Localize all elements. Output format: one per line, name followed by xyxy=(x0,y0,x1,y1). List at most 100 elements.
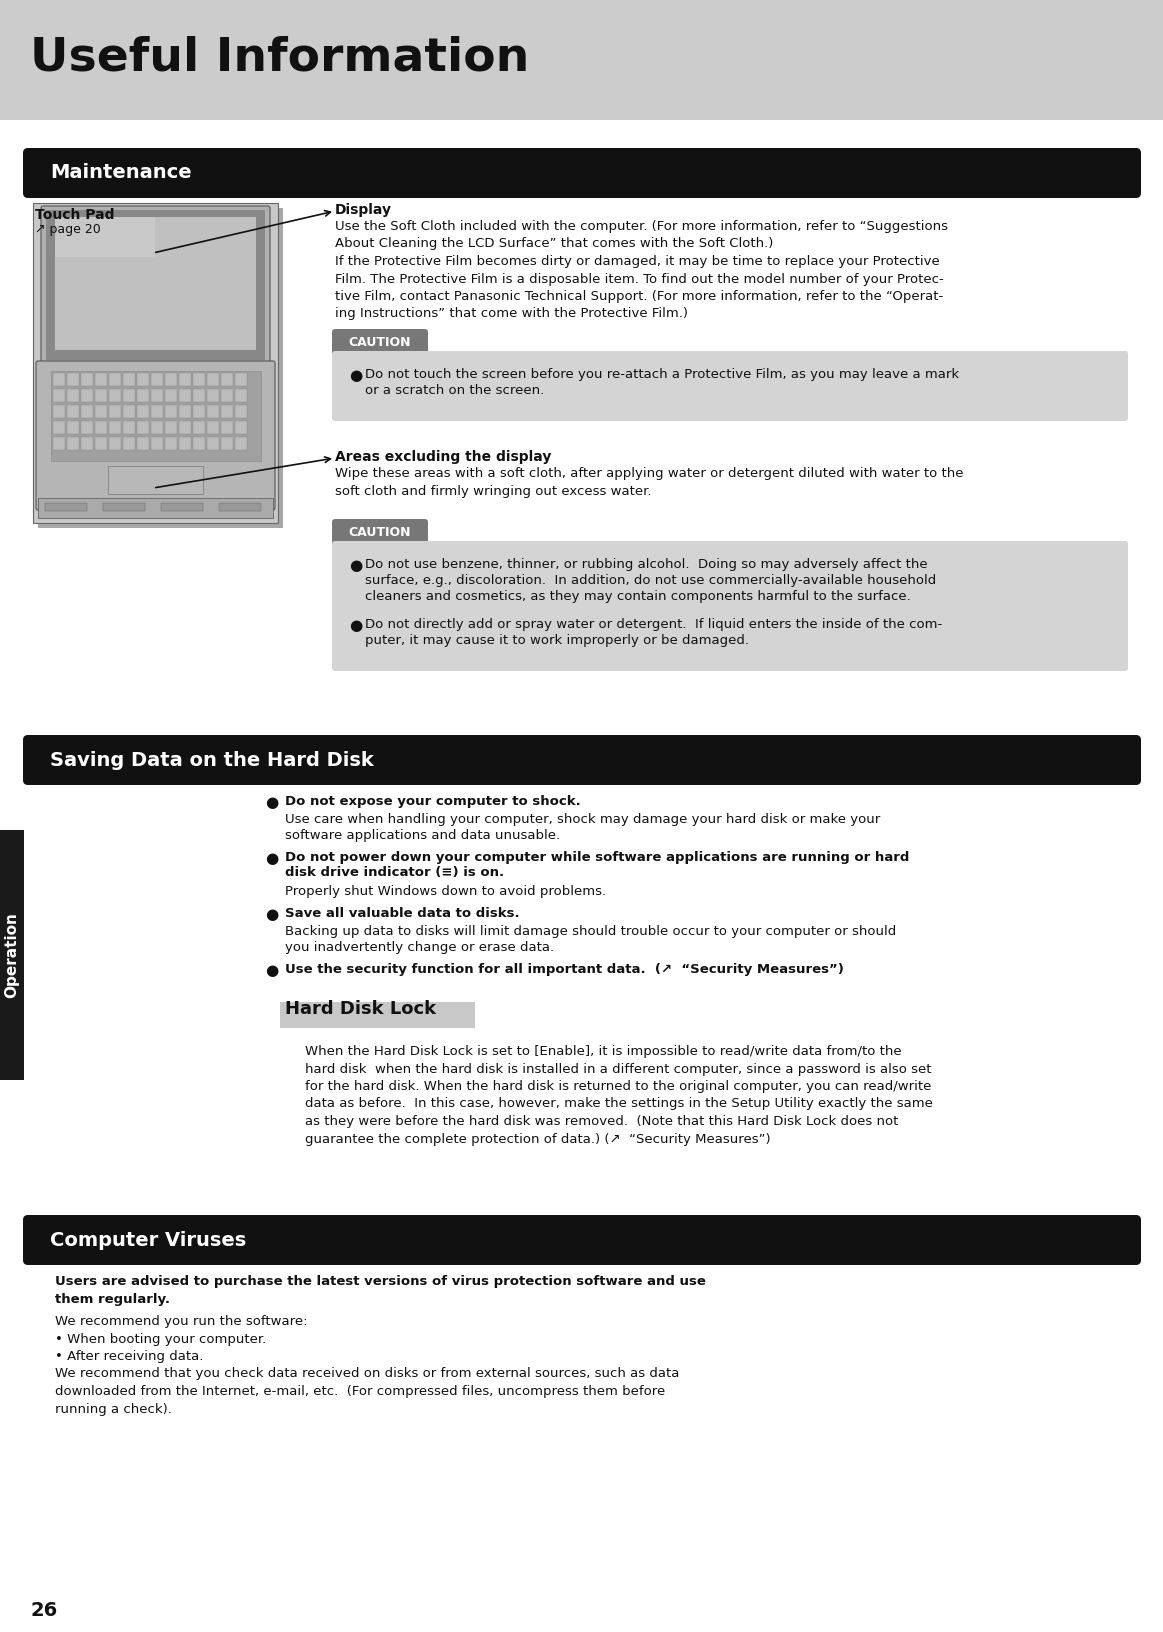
Bar xyxy=(81,388,93,401)
Text: ↗ page 20: ↗ page 20 xyxy=(35,224,101,237)
Bar xyxy=(95,388,107,401)
Bar xyxy=(151,374,163,387)
Bar xyxy=(67,421,79,434)
Bar xyxy=(38,498,273,517)
Bar xyxy=(207,437,219,450)
Bar xyxy=(165,421,177,434)
FancyBboxPatch shape xyxy=(331,330,428,357)
Text: Saving Data on the Hard Disk: Saving Data on the Hard Disk xyxy=(50,751,373,770)
Bar xyxy=(221,421,233,434)
Bar xyxy=(53,388,65,401)
FancyBboxPatch shape xyxy=(23,149,1141,197)
Text: Do not use benzene, thinner, or rubbing alcohol.  Doing so may adversely affect : Do not use benzene, thinner, or rubbing … xyxy=(365,558,928,571)
Bar xyxy=(179,388,191,401)
Bar xyxy=(207,421,219,434)
Bar xyxy=(109,388,121,401)
Bar xyxy=(193,374,205,387)
Bar xyxy=(179,405,191,418)
Bar xyxy=(109,374,121,387)
Bar xyxy=(123,374,135,387)
Bar xyxy=(137,374,149,387)
Bar xyxy=(67,405,79,418)
Text: ●: ● xyxy=(349,558,362,573)
Bar xyxy=(179,421,191,434)
Bar xyxy=(53,374,65,387)
FancyBboxPatch shape xyxy=(23,734,1141,785)
Bar xyxy=(160,503,204,511)
Bar xyxy=(151,405,163,418)
FancyBboxPatch shape xyxy=(41,206,270,366)
Text: cleaners and cosmetics, as they may contain components harmful to the surface.: cleaners and cosmetics, as they may cont… xyxy=(365,591,911,602)
Text: CAUTION: CAUTION xyxy=(349,336,412,349)
Text: Computer Viruses: Computer Viruses xyxy=(50,1231,247,1250)
Bar xyxy=(95,421,107,434)
Bar xyxy=(53,405,65,418)
Bar xyxy=(193,437,205,450)
Bar xyxy=(235,388,247,401)
Bar xyxy=(235,437,247,450)
Bar xyxy=(109,405,121,418)
Text: Do not expose your computer to shock.: Do not expose your computer to shock. xyxy=(285,795,580,808)
Bar xyxy=(207,374,219,387)
Bar xyxy=(221,374,233,387)
Bar xyxy=(67,374,79,387)
Bar xyxy=(55,217,256,349)
Text: 26: 26 xyxy=(30,1601,57,1619)
Text: When the Hard Disk Lock is set to [Enable], it is impossible to read/write data : When the Hard Disk Lock is set to [Enabl… xyxy=(305,1044,933,1146)
Bar xyxy=(221,388,233,401)
Bar xyxy=(95,437,107,450)
Text: you inadvertently change or erase data.: you inadvertently change or erase data. xyxy=(285,942,554,955)
Bar xyxy=(137,388,149,401)
Bar xyxy=(108,467,204,494)
Text: Maintenance: Maintenance xyxy=(50,163,192,183)
Bar xyxy=(81,374,93,387)
Bar xyxy=(95,405,107,418)
Text: CAUTION: CAUTION xyxy=(349,527,412,540)
Bar xyxy=(137,437,149,450)
Bar xyxy=(165,405,177,418)
Text: Users are advised to purchase the latest versions of virus protection software a: Users are advised to purchase the latest… xyxy=(55,1275,706,1306)
Bar xyxy=(0,831,24,1080)
Bar xyxy=(165,437,177,450)
Bar xyxy=(179,374,191,387)
Bar xyxy=(219,503,261,511)
FancyBboxPatch shape xyxy=(331,540,1128,671)
Bar xyxy=(207,388,219,401)
Text: software applications and data unusable.: software applications and data unusable. xyxy=(285,829,561,842)
Text: Do not directly add or spray water or detergent.  If liquid enters the inside of: Do not directly add or spray water or de… xyxy=(365,619,942,632)
Bar xyxy=(51,370,261,460)
Bar xyxy=(33,202,278,522)
Bar xyxy=(123,421,135,434)
Bar xyxy=(193,405,205,418)
FancyBboxPatch shape xyxy=(47,211,265,361)
Bar xyxy=(235,421,247,434)
Text: ●: ● xyxy=(349,367,362,384)
Bar xyxy=(123,388,135,401)
Bar xyxy=(67,437,79,450)
Text: Use the security function for all important data.  (↗  “Security Measures”): Use the security function for all import… xyxy=(285,963,844,976)
Bar xyxy=(193,421,205,434)
Text: ●: ● xyxy=(265,907,278,922)
Text: ●: ● xyxy=(349,619,362,633)
Bar xyxy=(38,207,283,529)
Text: We recommend you run the software:
• When booting your computer.
• After receivi: We recommend you run the software: • Whe… xyxy=(55,1315,679,1415)
Bar xyxy=(95,374,107,387)
Bar xyxy=(81,405,93,418)
Text: surface, e.g., discoloration.  In addition, do not use commercially-available ho: surface, e.g., discoloration. In additio… xyxy=(365,574,936,588)
Text: ●: ● xyxy=(265,795,278,809)
Text: Areas excluding the display: Areas excluding the display xyxy=(335,450,551,463)
Bar xyxy=(165,388,177,401)
FancyBboxPatch shape xyxy=(36,361,274,509)
Bar xyxy=(280,1002,475,1028)
Bar xyxy=(81,437,93,450)
Text: Operation: Operation xyxy=(5,912,20,997)
Text: ●: ● xyxy=(265,850,278,867)
Text: Touch Pad: Touch Pad xyxy=(35,207,114,222)
Text: Wipe these areas with a soft cloth, after applying water or detergent diluted wi: Wipe these areas with a soft cloth, afte… xyxy=(335,467,963,498)
Bar xyxy=(53,437,65,450)
Bar xyxy=(151,437,163,450)
Bar xyxy=(123,437,135,450)
Text: Properly shut Windows down to avoid problems.: Properly shut Windows down to avoid prob… xyxy=(285,885,606,898)
Text: ●: ● xyxy=(265,963,278,978)
Bar xyxy=(193,388,205,401)
